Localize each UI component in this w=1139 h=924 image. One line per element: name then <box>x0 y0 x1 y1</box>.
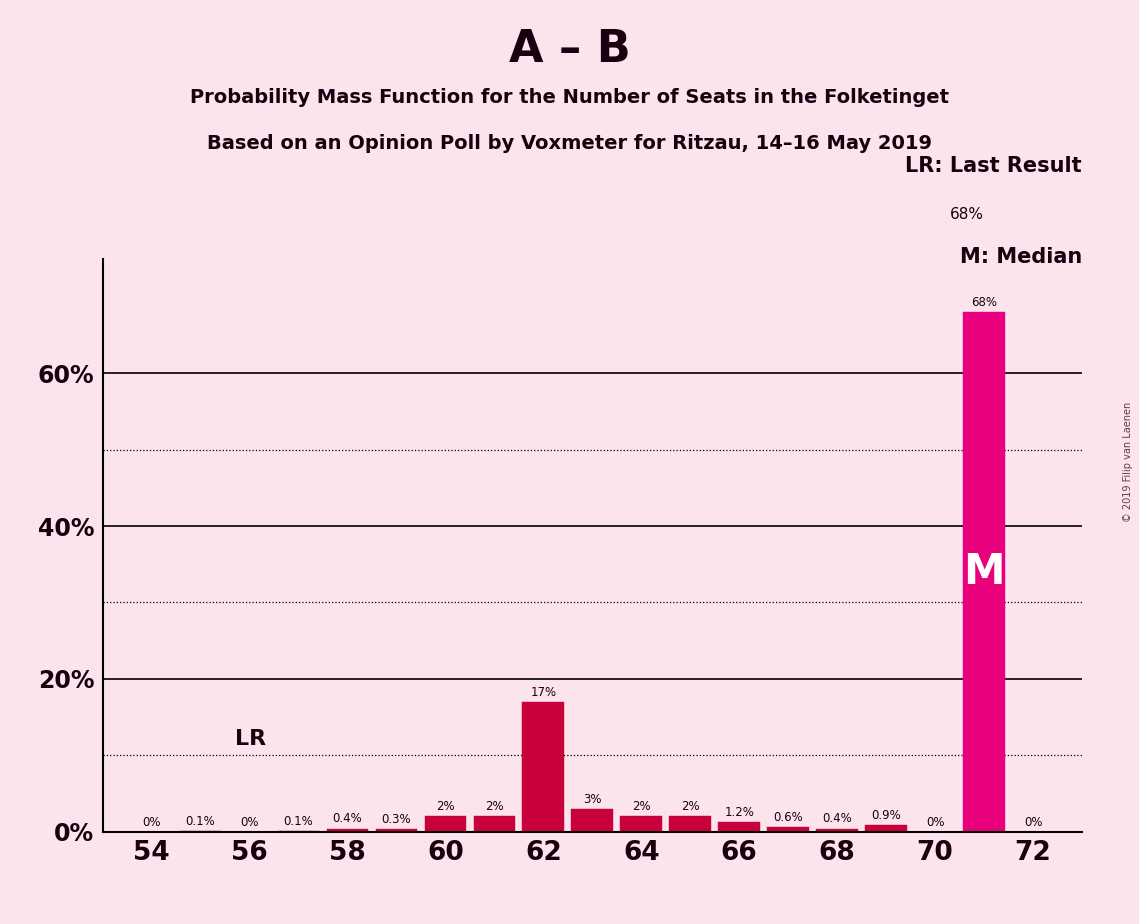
Bar <box>425 816 466 832</box>
Text: 0%: 0% <box>926 816 944 829</box>
Text: 0.1%: 0.1% <box>284 815 313 828</box>
Text: 1.2%: 1.2% <box>724 807 754 820</box>
Text: 3%: 3% <box>583 793 601 806</box>
Text: LR: LR <box>235 729 265 749</box>
Bar <box>621 816 662 832</box>
Bar <box>866 825 907 832</box>
Bar <box>474 816 515 832</box>
Text: 0.6%: 0.6% <box>773 811 803 824</box>
Bar <box>817 829 858 832</box>
Text: M: Median: M: Median <box>960 248 1082 267</box>
Text: 0.4%: 0.4% <box>333 812 362 825</box>
Text: 0.1%: 0.1% <box>186 815 215 828</box>
Bar <box>964 312 1005 832</box>
Text: LR: Last Result: LR: Last Result <box>906 155 1082 176</box>
Text: Probability Mass Function for the Number of Seats in the Folketinget: Probability Mass Function for the Number… <box>190 88 949 107</box>
Bar <box>572 808 613 832</box>
Bar <box>768 827 809 832</box>
Text: A – B: A – B <box>509 28 630 71</box>
Text: 2%: 2% <box>681 800 699 813</box>
Text: Based on an Opinion Poll by Voxmeter for Ritzau, 14–16 May 2019: Based on an Opinion Poll by Voxmeter for… <box>207 134 932 153</box>
Text: 2%: 2% <box>485 800 503 813</box>
Text: 0.9%: 0.9% <box>871 808 901 821</box>
Bar <box>719 822 760 832</box>
Text: 0%: 0% <box>142 816 161 829</box>
Text: 0.3%: 0.3% <box>382 813 411 826</box>
Text: 68%: 68% <box>950 207 984 222</box>
Text: 0.4%: 0.4% <box>822 812 852 825</box>
Text: 2%: 2% <box>632 800 650 813</box>
Bar <box>670 816 711 832</box>
Text: M: M <box>964 551 1005 593</box>
Text: 68%: 68% <box>972 296 997 310</box>
Text: 2%: 2% <box>436 800 454 813</box>
Bar <box>376 830 417 832</box>
Text: 0%: 0% <box>240 816 259 829</box>
Text: 17%: 17% <box>531 686 556 699</box>
Bar <box>327 829 368 832</box>
Bar <box>523 701 564 832</box>
Text: 0%: 0% <box>1024 816 1042 829</box>
Text: © 2019 Filip van Laenen: © 2019 Filip van Laenen <box>1123 402 1133 522</box>
